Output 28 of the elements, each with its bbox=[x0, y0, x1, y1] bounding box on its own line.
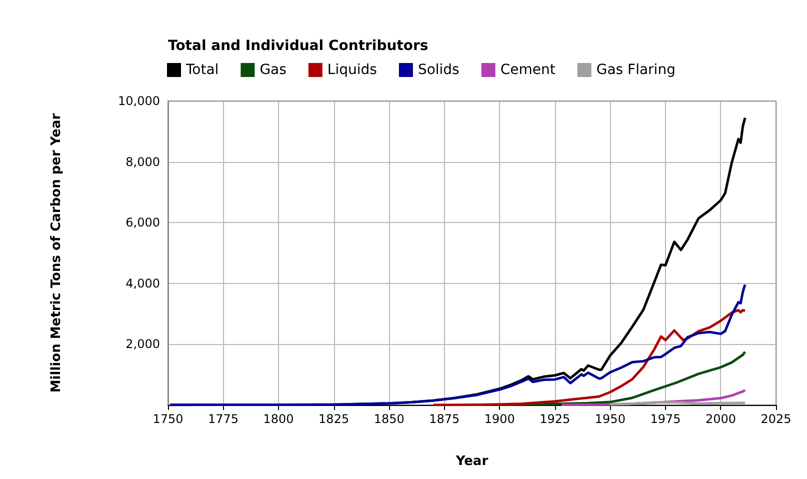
x-tick-label: 2025 bbox=[760, 412, 792, 426]
x-tick-label: 1850 bbox=[374, 412, 404, 426]
line-series bbox=[432, 308, 746, 406]
x-tick-label: 1825 bbox=[318, 412, 350, 426]
x-tick-label: 1900 bbox=[484, 412, 515, 426]
y-tick-label: 2,000 bbox=[126, 337, 160, 352]
legend-label: Gas Flaring bbox=[596, 62, 676, 78]
line-series bbox=[168, 283, 746, 406]
x-tick-label: 1750 bbox=[152, 412, 184, 426]
y-tick-label: 10,000 bbox=[118, 94, 160, 108]
x-tick-label: 1875 bbox=[429, 412, 460, 426]
legend-label: Total bbox=[185, 62, 219, 78]
chart-title: Total and Individual Contributors bbox=[168, 38, 428, 54]
x-tick-label: 2000 bbox=[705, 412, 736, 426]
legend-label: Liquids bbox=[327, 62, 377, 78]
legend-label: Cement bbox=[500, 62, 556, 78]
x-tick-label: 1800 bbox=[263, 412, 294, 426]
x-tick-label: 1975 bbox=[650, 412, 681, 426]
x-tick-label: 1950 bbox=[594, 412, 626, 426]
y-tick-label: 8,000 bbox=[126, 154, 160, 169]
x-tick-label: 1925 bbox=[540, 412, 570, 426]
y-axis-title: Million Metric Tons of Carbon per Year bbox=[49, 112, 64, 393]
y-tick-label: 6,000 bbox=[126, 216, 160, 230]
x-axis-title: Year bbox=[454, 454, 489, 469]
legend-label: Gas bbox=[260, 62, 286, 78]
y-tick-label: 4,000 bbox=[126, 276, 160, 290]
x-tick-label: 1775 bbox=[208, 412, 239, 426]
legend-label: Solids bbox=[418, 62, 460, 78]
